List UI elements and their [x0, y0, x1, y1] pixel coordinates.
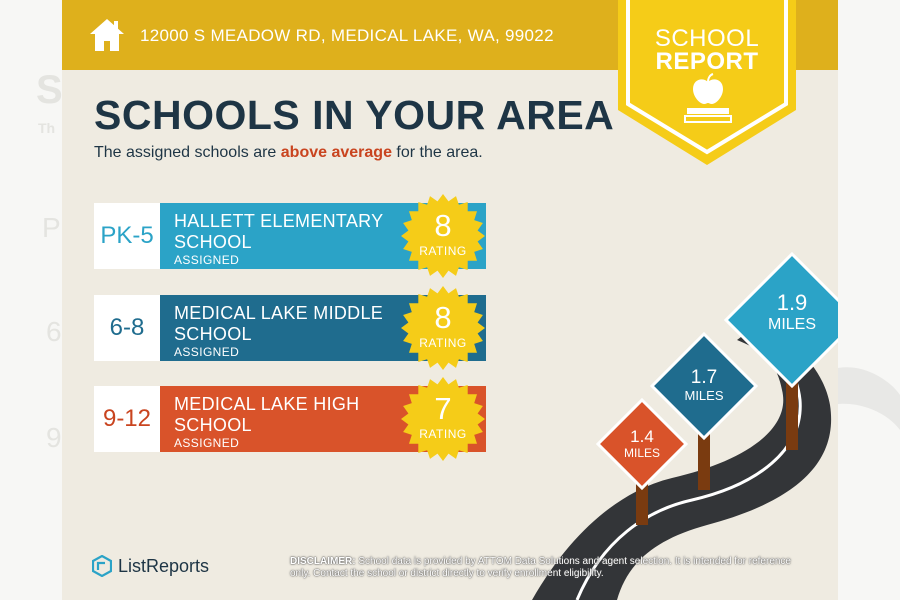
rating-seal — [401, 377, 485, 461]
school-name: MEDICAL LAKE MIDDLE SCHOOL — [174, 303, 384, 344]
distance-sign-far — [723, 251, 838, 389]
distance-unit: MILES — [684, 388, 724, 403]
background-ghost-text: P — [42, 212, 61, 243]
grade-range: 9-12 — [94, 386, 160, 452]
home-icon — [90, 19, 124, 51]
background-ghost-text: Th — [38, 120, 56, 136]
background-ghost-text: S — [36, 68, 63, 112]
page-subtitle: The assigned schools are above average f… — [94, 144, 483, 161]
badge-text-report: REPORT — [655, 48, 759, 75]
distance-value: 1.4 — [630, 427, 654, 446]
grade-range: 6-8 — [94, 295, 160, 361]
background-ghost-text: 9 — [46, 422, 62, 453]
distance-sign-mid — [649, 331, 759, 441]
school-report-card: 12000 S MEADOW RD, MEDICAL LAKE, WA, 990… — [62, 0, 838, 600]
background-ghost-text: 6 — [46, 316, 62, 347]
brand-name: ListReports — [118, 556, 210, 576]
road — [532, 325, 832, 600]
rating-seal — [401, 286, 485, 370]
rating-label: RATING — [419, 336, 467, 350]
school-name: HALLETT ELEMENTARY SCHOOL — [174, 211, 384, 252]
distance-value: 1.7 — [690, 367, 718, 388]
apple-books-icon — [684, 73, 732, 123]
badge-text-school: SCHOOL — [654, 25, 760, 52]
road-scene — [532, 251, 838, 600]
rating-value: 8 — [434, 208, 452, 243]
subtitle-highlight: above average — [280, 144, 392, 161]
listreports-logo-icon — [92, 555, 112, 577]
rating-seal — [401, 194, 485, 278]
property-address: 12000 S MEADOW RD, MEDICAL LAKE, WA, 990… — [140, 26, 554, 45]
sign-near-label: 1.4 MILES — [598, 428, 686, 459]
distance-unit: MILES — [623, 446, 660, 460]
distance-sign-near — [595, 397, 689, 491]
rating-label: RATING — [419, 427, 467, 441]
grade-range: PK-5 — [94, 203, 160, 269]
school-status: ASSIGNED — [174, 253, 240, 267]
distance-value: 1.9 — [776, 290, 808, 315]
sign-far-label: 1.9 MILES — [726, 292, 838, 333]
school-status: ASSIGNED — [174, 436, 240, 450]
rating-value: 7 — [434, 391, 452, 426]
school-name: MEDICAL LAKE HIGH SCHOOL — [174, 394, 360, 435]
distance-unit: MILES — [767, 316, 816, 333]
background-road — [830, 367, 900, 430]
sign-mid-label: 1.7 MILES — [652, 368, 756, 402]
school-status: ASSIGNED — [174, 345, 240, 359]
page-title: SCHOOLS IN YOUR AREA — [94, 92, 615, 138]
rating-label: RATING — [419, 244, 467, 258]
disclaimer: DISCLAIMER: School data is provided by A… — [290, 556, 791, 579]
rating-value: 8 — [434, 300, 452, 335]
